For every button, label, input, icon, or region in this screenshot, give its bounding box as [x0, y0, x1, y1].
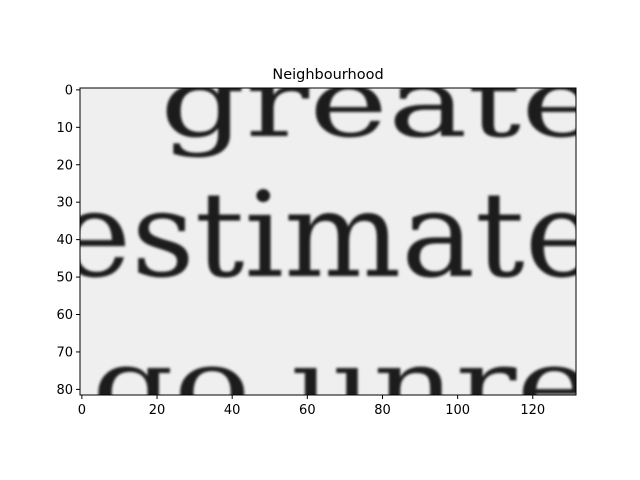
y-tick-label: 0 — [65, 83, 73, 98]
word-top: greate — [160, 47, 600, 159]
axes-frame — [79, 87, 577, 396]
x-tick-label: 0 — [78, 403, 86, 418]
word-middle: estimate — [58, 166, 598, 304]
x-tick-label: 60 — [299, 403, 316, 418]
figure-title: Neighbourhood — [272, 67, 383, 83]
image-background — [80, 88, 576, 395]
y-tick-label: 70 — [56, 345, 73, 360]
x-axis: 0 20 40 60 80 100 120 — [78, 395, 545, 418]
y-tick-label: 60 — [56, 308, 73, 323]
y-tick-label: 40 — [56, 233, 73, 248]
y-axis: 0 10 20 30 40 50 60 70 80 — [56, 83, 80, 398]
x-tick-label: 100 — [445, 403, 470, 418]
x-tick-label: 80 — [374, 403, 391, 418]
y-tick-label: 10 — [56, 121, 73, 136]
x-tick-label: 20 — [149, 403, 166, 418]
word-bottom: go unre — [92, 329, 592, 441]
y-tick-label: 80 — [56, 383, 73, 398]
x-tick-label: 120 — [520, 403, 545, 418]
x-tick-label: 40 — [224, 403, 241, 418]
y-tick-label: 20 — [56, 158, 73, 173]
y-tick-label: 30 — [56, 196, 73, 211]
y-tick-label: 50 — [56, 271, 73, 286]
neighbourhood-image: greate estimate go unre — [58, 47, 600, 441]
